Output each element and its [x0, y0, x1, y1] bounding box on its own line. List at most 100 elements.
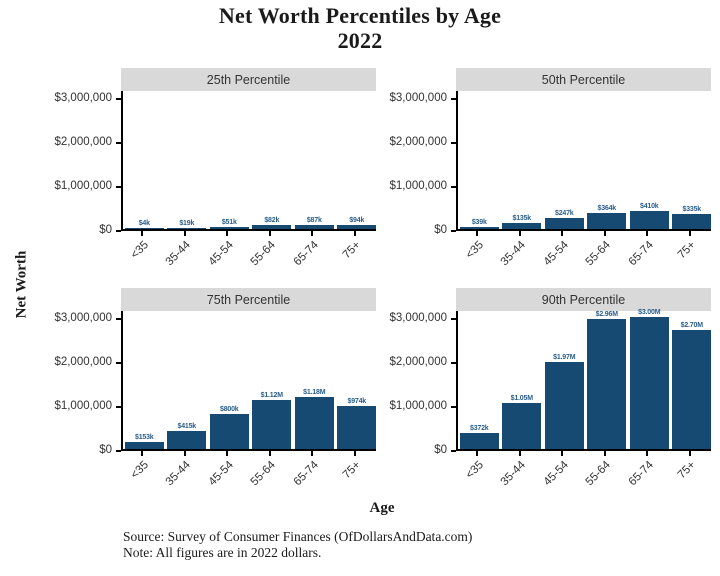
x-tick-label: 75+: [340, 459, 364, 482]
bar-35-44: [167, 228, 207, 229]
bar-65-74: [629, 210, 669, 229]
x-tick-mark: [141, 451, 144, 456]
y-tick-mark: [116, 317, 121, 320]
panel-90th-percentile: 90th Percentile $0 $1,000,000 $2,000,000 $3…: [388, 288, 712, 501]
y-tick-mark: [451, 405, 456, 408]
x-tick-label: 65-74: [291, 459, 321, 489]
x-tick-label: 35-44: [163, 459, 194, 489]
caption: Source: Survey of Consumer Finances (OfD…: [123, 529, 710, 561]
bar-value-label: $800k: [220, 405, 239, 413]
y-axis: $0 $1,000,000 $2,000,000 $3,000,000: [388, 311, 456, 456]
bar-55-64: [587, 318, 627, 449]
x-tick-label: 65-74: [626, 239, 656, 269]
x-tick-mark: [561, 231, 564, 236]
y-tick-mark: [451, 97, 456, 100]
x-axis: <35 35-44 45-54 55-64 65-74 75+: [456, 231, 711, 281]
x-tick-label: 75+: [340, 239, 364, 262]
y-tick-mark: [451, 185, 456, 188]
x-tick-mark: [518, 231, 521, 236]
bar-45-54: [209, 226, 249, 229]
y-tick-mark: [451, 450, 456, 452]
chart-title-line2: 2022: [337, 28, 383, 54]
x-tick-label: 55-64: [583, 459, 614, 489]
facet-panels: 25th Percentile $0 $1,000,000 $2,000,000 $3…: [53, 68, 712, 501]
y-tick-label: $3,000,000: [389, 91, 447, 104]
x-tick-mark: [476, 451, 479, 456]
x-tick-mark: [476, 231, 479, 236]
caption-note: Note: All figures are in 2022 dollars.: [123, 544, 322, 560]
panel-50th-percentile: 50th Percentile $0 $1,000,000 $2,000,000 $3…: [388, 68, 712, 281]
plot-area: $4k $19k $51k $82k $87k $94k: [121, 91, 377, 231]
y-axis: $0 $1,000,000 $2,000,000 $3,000,000: [53, 91, 121, 236]
x-axis: <35 35-44 45-54 55-64 65-74 75+: [121, 231, 376, 281]
facet-strip-label: 75th Percentile: [206, 292, 291, 307]
x-tick-mark: [646, 451, 649, 456]
bar-value-label: $247k: [555, 210, 574, 218]
y-tick-label: $1,000,000: [54, 399, 112, 412]
x-axis: <35 35-44 45-54 55-64 65-74 75+: [456, 451, 711, 501]
bar-value-label: $410k: [640, 202, 659, 210]
y-tick-label: $1,000,000: [54, 179, 112, 192]
bar-<35: [124, 442, 164, 449]
y-axis: $0 $1,000,000 $2,000,000 $3,000,000: [53, 311, 121, 456]
x-tick-label: 75+: [675, 239, 699, 262]
y-tick-label: $2,000,000: [54, 135, 112, 148]
bar-value-label: $415k: [177, 422, 197, 430]
bar-value-label: $94k: [349, 216, 365, 224]
x-tick-mark: [688, 231, 691, 236]
bar-35-44: [502, 223, 542, 229]
x-tick-label: 75+: [675, 459, 699, 482]
bar-value-label: $335k: [682, 206, 702, 214]
bar-value-label: $3.00M: [638, 308, 661, 316]
bar-75+: [672, 214, 712, 229]
x-tick-mark: [268, 231, 271, 236]
bar-value-label: $1.18M: [303, 389, 326, 397]
x-tick-label: 35-44: [498, 459, 529, 489]
facet-strip-label: 50th Percentile: [541, 72, 626, 87]
y-tick-label: $3,000,000: [389, 311, 447, 324]
x-tick-mark: [311, 451, 314, 456]
facet-strip-label: 90th Percentile: [541, 292, 626, 307]
bar-65-74: [294, 225, 334, 229]
y-tick-label: $2,000,000: [389, 355, 447, 368]
bar-value-label: $51k: [221, 218, 237, 226]
y-tick-mark: [116, 361, 121, 364]
facet-strip: 25th Percentile: [121, 68, 376, 91]
plot-area: $39k $135k $247k $364k $410k $335k: [456, 91, 712, 231]
bar-value-label: $364k: [597, 204, 617, 212]
y-tick-mark: [451, 317, 456, 320]
x-tick-label: <35: [128, 239, 151, 262]
bar-55-64: [587, 212, 627, 229]
chart-title-line1: Net Worth Percentiles by Age: [218, 3, 502, 28]
x-tick-mark: [183, 451, 186, 456]
bar-value-label: $153k: [135, 434, 154, 442]
bar-value-label: $1.12M: [260, 391, 283, 399]
x-tick-mark: [268, 451, 271, 456]
bar-value-label: $19k: [179, 220, 195, 227]
x-tick-mark: [603, 451, 606, 456]
bar-value-label: $1.97M: [553, 354, 576, 362]
y-tick-mark: [116, 230, 121, 232]
bar-<35: [459, 227, 499, 229]
x-tick-mark: [141, 231, 144, 236]
bar-45-54: [544, 218, 584, 229]
x-tick-label: 45-54: [541, 459, 571, 489]
y-tick-label: $0: [99, 224, 112, 236]
bar-35-44: [167, 430, 207, 449]
x-tick-mark: [353, 451, 356, 456]
y-tick-mark: [116, 97, 121, 100]
bar-45-54: [544, 362, 584, 449]
x-axis-title: Age: [369, 500, 395, 516]
x-tick-mark: [353, 231, 356, 236]
x-tick-mark: [688, 451, 691, 456]
bar-value-label: $2.70M: [680, 322, 703, 330]
x-tick-mark: [226, 231, 229, 236]
x-axis: <35 35-44 45-54 55-64 65-74 75+: [121, 451, 376, 501]
x-tick-label: <35: [128, 459, 151, 482]
x-tick-mark: [603, 231, 606, 236]
x-tick-label: 65-74: [291, 239, 321, 269]
facet-strip: 90th Percentile: [456, 288, 711, 311]
x-tick-mark: [518, 451, 521, 456]
y-tick-label: $3,000,000: [54, 91, 112, 104]
